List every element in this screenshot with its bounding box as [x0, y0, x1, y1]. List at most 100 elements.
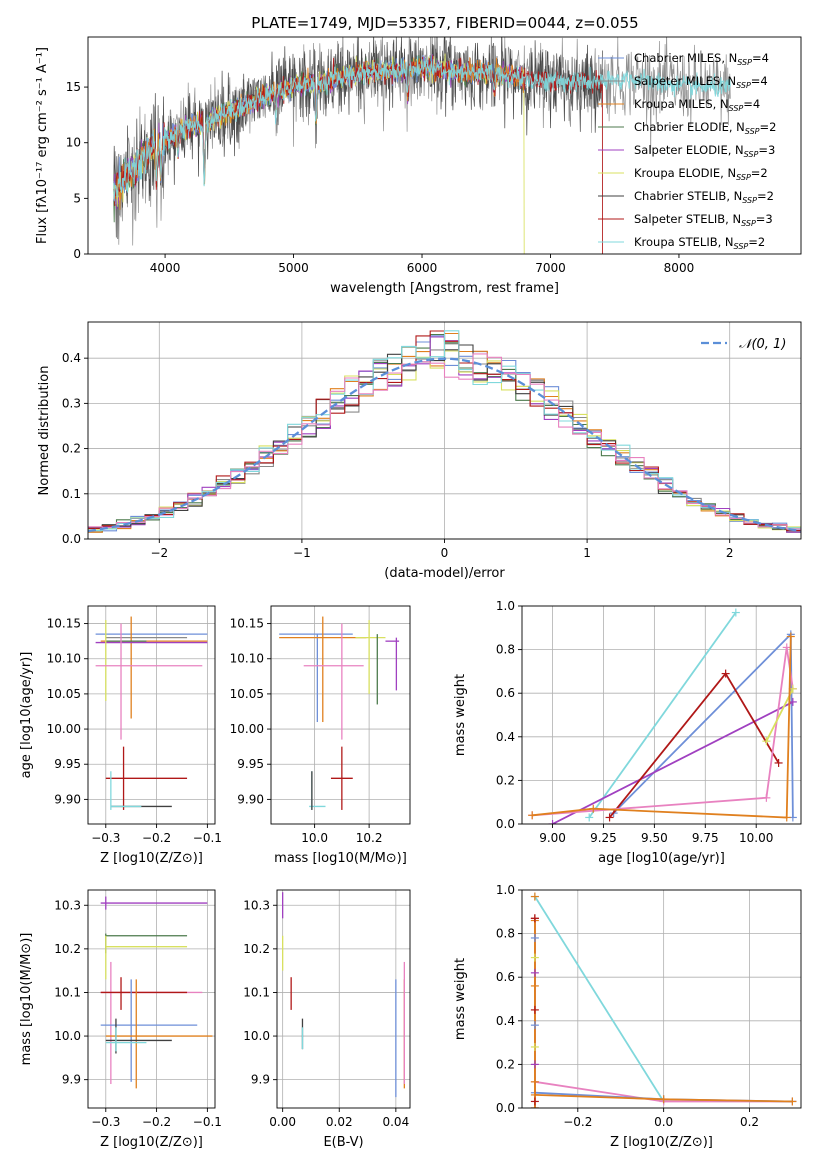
spectrum-ytick-label: 5	[73, 191, 81, 205]
mass_vs_Z-ylabel: mass [log10(M/M⊙)]	[19, 933, 34, 1066]
figure-title: PLATE=1749, MJD=53357, FIBERID=0044, z=0…	[251, 14, 638, 32]
age_vs_Z-xtick-label: −0.2	[142, 831, 171, 845]
age_vs_Z-errorbar	[100, 616, 208, 719]
legend-label: Salpeter ELODIE, NSSP=3	[634, 143, 775, 159]
mass_vs_EBV-xlabel: E(B-V)	[323, 1135, 363, 1150]
age_vs_Z-ytick-label: 10.10	[47, 652, 81, 666]
age_vs_mass-errorbar	[385, 637, 400, 691]
mass_weight_vs_Z-axes	[522, 889, 801, 1109]
residuals-ytick-label: 0.1	[62, 487, 81, 501]
age_vs_Z-ylabel: age [log10(age/yr)]	[19, 652, 34, 779]
age_vs_mass-errorbars	[279, 616, 400, 810]
mass_weight_vs_age-series-line	[532, 636, 792, 819]
legend-label: Kroupa ELODIE, NSSP=2	[634, 166, 768, 182]
mass_weight_vs_age-frame: 9.00 9.25 9.50 9.75 10.00 0.0 0.2 0.4 0.6 0.8 1.0 a…	[453, 599, 802, 866]
mass_weight_vs_age-xtick-label: 9.25	[590, 831, 617, 845]
mass_vs_Z-xtick-label: −0.3	[91, 1115, 120, 1129]
mass_weight_vs_age-series-line	[552, 701, 794, 824]
mass_vs_Z-xlabel: Z [log10(Z/Z⊙)]	[100, 1135, 203, 1150]
age_vs_mass-errorbar	[279, 633, 353, 723]
legend-label-main: Chabrier MILES, N	[634, 51, 737, 65]
legend-label-tail: =4	[752, 51, 769, 65]
legend-label-tail: =2	[748, 235, 765, 249]
mass_vs_Z-ytick-label: 10.3	[54, 898, 81, 912]
age_vs_Z-xtick-label: −0.1	[193, 831, 222, 845]
age_vs_Z-frame: −0.3 −0.2 −0.1 9.90 9.95 10.00 10.05 10.10 10.15…	[19, 605, 222, 866]
residuals-ytick-label: 0.2	[62, 442, 81, 456]
legend-label-tail: =4	[751, 74, 768, 88]
mass_weight_vs_Z-xtick-label: −0.2	[563, 1115, 592, 1129]
mass_weight_vs_Z-ytick-label: 0.2	[496, 1057, 515, 1071]
age_vs_Z-ytick-label: 9.95	[54, 757, 81, 771]
mass_vs_EBV-ytick-label: 10.0	[243, 1029, 270, 1043]
residuals-hists	[88, 330, 801, 533]
age_vs_Z-frame-rect	[87, 605, 216, 825]
mass_weight_vs_age-frame-rect	[521, 605, 802, 825]
age_vs_mass-frame: 10.0 10.2 9.90 9.95 10.00 10.05 10.10 10.15 mass…	[230, 605, 411, 866]
mass_weight_vs_Z-ytick-label: 1.0	[496, 883, 515, 897]
residuals-ylabel: Normed distribution	[37, 366, 52, 496]
mass_vs_EBV-xtick-label: 0.00	[269, 1115, 296, 1129]
spectrum-xtick-label: 8000	[664, 261, 695, 275]
mass_vs_EBV-axes	[277, 890, 410, 1108]
mass_vs_Z-ytick-label: 10.2	[54, 942, 81, 956]
legend-label: Kroupa MILES, NSSP=4	[634, 97, 760, 113]
mass_vs_Z-errorbar	[105, 1027, 147, 1052]
legend-label-sub: SSP	[744, 150, 759, 159]
legend-label: Chabrier MILES, NSSP=4	[634, 51, 769, 67]
age_vs_Z-errorbar	[105, 746, 188, 810]
spectrum-ytick-label: 0	[73, 247, 81, 261]
age_vs_Z-xtick-label: −0.3	[91, 831, 120, 845]
age_vs_mass-errorbar	[303, 623, 364, 740]
mass_weight_vs_age-ytick-label: 0.4	[496, 730, 515, 744]
legend-label: Salpeter STELIB, NSSP=3	[634, 212, 773, 228]
age_vs_Z-errorbar	[110, 771, 142, 810]
mass_vs_Z-xtick-label: −0.1	[193, 1115, 222, 1129]
spectrum-ylabel: Flux [fλ10⁻¹⁷ erg cm⁻² s⁻¹ A⁻¹]	[35, 47, 50, 244]
mass_weight_vs_age-ylabel: mass weight	[453, 674, 468, 756]
age_vs_mass-ytick-label: 10.00	[230, 722, 264, 736]
normal-legend-label: 𝒩(0, 1)	[739, 337, 786, 352]
mass_weight_vs_Z-ytick-label: 0.6	[496, 970, 515, 984]
mass_vs_Z-errorbar	[100, 979, 198, 1082]
mass_weight_vs_Z-ylabel: mass weight	[453, 958, 468, 1040]
legend-label-main: Kroupa STELIB, N	[634, 235, 734, 249]
age_vs_Z-ytick-label: 10.00	[47, 722, 81, 736]
spectrum-xtick-label: 4000	[150, 261, 181, 275]
legend-label-tail: =2	[751, 166, 768, 180]
residuals-xtick-label: −1	[293, 546, 311, 560]
mass_vs_EBV-ytick-label: 10.2	[243, 942, 270, 956]
mass_vs_EBV-frame: 0.00 0.02 0.04 9.9 10.0 10.1 10.2 10.3 E(B-V)	[243, 889, 411, 1150]
mass_weight_vs_Z-frame-rect	[521, 889, 802, 1109]
age_vs_Z-xlabel: Z [log10(Z/Z⊙)]	[100, 851, 203, 866]
mass_weight_vs_age-series-line	[588, 611, 737, 819]
mass_vs_EBV-errorbars	[282, 892, 405, 1098]
mass_weight_vs_Z-ytick-label: 0.0	[496, 1101, 515, 1115]
mass_vs_Z-axes	[88, 890, 215, 1108]
mass_weight_vs_age-ytick-label: 0.0	[496, 817, 515, 831]
legend-label-sub: SSP	[736, 81, 751, 90]
mass_weight_vs_Z-frame: −0.2 0.0 0.2 0.0 0.2 0.4 0.6 0.8 1.0 Z [log10(Z/Z…	[453, 883, 802, 1150]
mass_weight_vs_age-xtick-label: 9.00	[539, 831, 566, 845]
legend-label-sub: SSP	[736, 173, 751, 182]
legend-label-main: Salpeter MILES, N	[634, 74, 736, 88]
age_vs_mass-axes	[271, 606, 410, 824]
legend-label-main: Chabrier STELIB, N	[634, 189, 742, 203]
age_vs_mass-xlabel: mass [log10(M/M⊙)]	[274, 851, 407, 866]
legend-label: Kroupa STELIB, NSSP=2	[634, 235, 765, 251]
mass_vs_Z-frame: −0.3 −0.2 −0.1 9.9 10.0 10.1 10.2 10.3 Z [log10(…	[19, 889, 222, 1150]
legend-label: Chabrier ELODIE, NSSP=2	[634, 120, 776, 136]
spectrum-frame-rect	[87, 36, 802, 255]
legend-label-main: Chabrier ELODIE, N	[634, 120, 745, 134]
mass_weight_vs_age-xtick-label: 10.00	[739, 831, 773, 845]
age_vs_mass-ytick-label: 10.15	[230, 617, 264, 631]
mass_weight_vs_age-xlabel: age [log10(age/yr)]	[598, 851, 725, 866]
mass_vs_Z-ytick-label: 10.0	[54, 1029, 81, 1043]
legend-label-tail: =4	[743, 97, 760, 111]
age_vs_Z-axes	[88, 606, 215, 824]
mass_vs_Z-errorbar	[100, 977, 188, 1010]
legend-label-sub: SSP	[742, 196, 757, 205]
mass_vs_Z-errorbar	[100, 896, 208, 910]
legend-label-tail: =3	[756, 212, 773, 226]
